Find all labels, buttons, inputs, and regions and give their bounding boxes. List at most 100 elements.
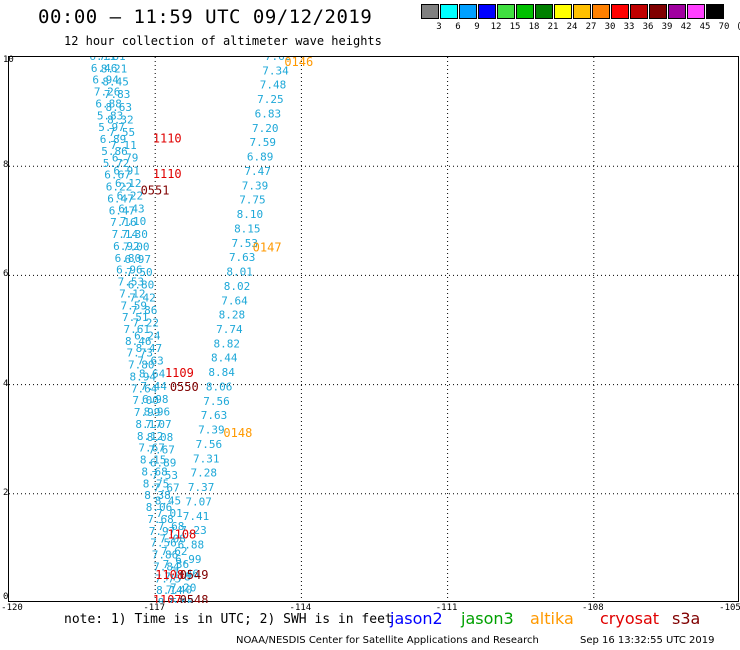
wave-height-label: 7.97 [149,525,176,538]
wave-height-label: 8.64 [139,367,166,380]
colorbar-label: 42 [680,22,692,32]
map-canvas: 6.116.466.947.266.885.835.976.895.865.72… [9,57,740,603]
satellite-legend-item: altika [530,609,574,628]
wave-height-label: 7.48 [260,79,287,92]
wave-height-label: 6.67 [104,169,131,182]
colorbar-swatch [535,4,553,19]
pass-time-label: 1110 [153,167,182,181]
wave-height-label: 7.53 [232,237,259,250]
pass-time-label: 0148 [223,426,252,440]
map-title: 00:00 – 11:59 UTC 09/12/2019 [38,6,373,28]
wave-height-label: 8.38 [144,489,171,502]
wave-height-label: 8.96 [144,406,171,419]
wave-height-label: 7.42 [167,596,194,603]
wave-height-label: 7.83 [104,88,130,101]
wave-height-label: 5.72 [103,157,130,170]
wave-height-label: 8.08 [147,431,174,444]
wave-height-label: 6.43 [118,202,144,215]
wave-height-label: 8.01 [226,266,253,279]
wave-height-label: 7.68 [158,520,185,533]
wave-height-label: 6.24 [134,329,161,342]
footer-credit: NOAA/NESDIS Center for Satellite Applica… [236,635,539,646]
pass-time-label: 0551 [141,183,170,197]
wave-height-label: 6.94 [92,74,119,87]
wave-height-label: 6.22 [106,181,132,194]
colorbar-label: 39 [661,22,673,32]
wave-height-label: 8.84 [208,366,235,379]
wave-height-label: 7.20 [252,122,279,135]
wave-height-label: 7.86 [131,304,158,317]
wave-height-label: 7.39 [242,179,269,192]
wave-height-label: 7.25 [257,93,284,106]
wave-height-label: 7.73 [126,347,153,360]
wave-height-label: 7.08 [159,533,186,546]
wave-height-label: 7.07 [185,495,212,508]
pass-time-label: 1108 [167,527,196,541]
wave-height-label: 6.83 [255,107,281,120]
pass-time-label: 0549 [180,568,209,582]
wave-height-label: 7.42 [129,291,156,304]
wave-height-label: 7.64 [221,294,248,307]
wave-height-label: 8.46 [125,335,152,348]
wave-height-label: 7.30 [121,228,147,241]
wave-height-label: 6.88 [178,539,205,552]
wave-height-label: 7.64 [131,382,158,395]
wave-height-label: 8.12 [137,430,164,443]
wave-height-label: 7.74 [216,323,243,336]
wave-height-label: 7.37 [188,481,215,494]
colorbar-label: 27 [585,22,597,32]
wave-height-label: 8.45 [155,494,182,507]
pass-time-label: 1107 [153,593,182,603]
wave-height-label: 8.15 [234,222,260,235]
wave-height-label: 7.53 [152,469,179,482]
colorbar-swatch [440,4,458,19]
wave-height-label: 7.44 [140,380,167,393]
colorbar-label: 6 [455,22,461,32]
wave-height-label: 7.80 [128,359,155,372]
wave-height-label: 7.56 [150,537,177,550]
x-tick-label: -114 [289,603,312,613]
wave-height-label: 6.79 [112,152,139,165]
wave-height-label: 8.32 [107,113,134,126]
wave-height-label: 6.12 [115,177,142,190]
wave-height-label: 7.39 [198,424,225,437]
wave-height-label: 6.80 [115,252,142,265]
satellite-legend-item: jason2 [390,609,443,628]
colorbar-label: 21 [547,22,559,32]
wave-height-label: 8.68 [141,465,168,478]
wave-height-label: 7.56 [196,438,223,451]
wave-height-label: 5.86 [101,145,128,158]
footer-note: note: 1) Time is in UTC; 2) SWH is in fe… [64,612,393,627]
wave-height-label: 7.12 [119,287,145,300]
wave-height-label: 8.52 [158,596,185,603]
wave-height-label: 7.10 [120,215,146,228]
footer-timestamp: Sep 16 13:32:55 UTC 2019 [580,635,715,646]
wave-height-label: 7.67 [153,482,180,495]
colorbar-swatch [421,4,439,19]
wave-height-label: 6.96 [116,264,143,277]
wave-height-label: 7.26 [94,86,121,99]
wave-height-label: 7.55 [109,126,136,139]
map-subtitle: 12 hour collection of altimeter wave hei… [64,34,382,48]
colorbar-label: 36 [642,22,654,32]
wave-height-label: 8.17 [135,418,162,431]
wave-height-label: 8.63 [106,101,132,114]
wave-height-label: 7.75 [239,194,265,207]
wave-height-label: 7.78 [164,571,191,584]
colorbar-swatch [459,4,477,19]
pass-time-label: 0146 [284,57,313,69]
wave-height-label: 6.91 [113,164,140,177]
wave-height-label: 6.99 [175,553,202,566]
satellite-legend-item: jason3 [461,609,514,628]
x-tick-label: -117 [143,603,166,613]
wave-height-label: 8.06 [206,380,233,393]
wave-height-label: 7.59 [249,136,275,149]
wave-height-label: 7.01 [156,507,183,520]
x-tick-label: -105 [719,603,740,613]
pass-time-label: 1109 [165,366,194,380]
wave-height-label: 7.62 [265,57,292,63]
satellite-legend-item: s3a [672,609,701,628]
wave-height-label: 7.23 [180,524,207,537]
wave-height-label: 7.84 [153,560,180,573]
wave-height-label: 8.82 [214,337,241,350]
